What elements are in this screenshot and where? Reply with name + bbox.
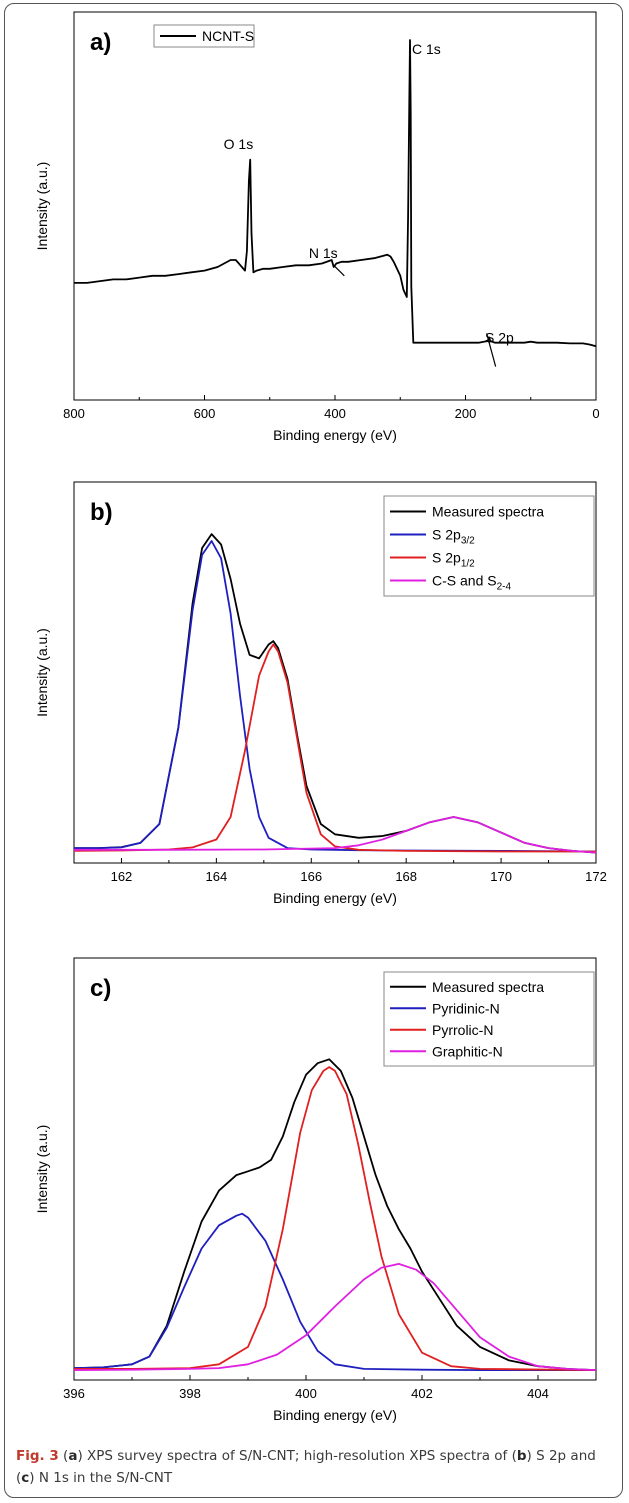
legend-subscript: 3/2 — [461, 536, 475, 547]
y-axis-label: Intensity (a.u.) — [34, 628, 50, 717]
x-tick-label: 398 — [179, 1386, 201, 1401]
x-tick-label: 400 — [295, 1386, 317, 1401]
x-tick-label: 164 — [206, 869, 228, 884]
legend-label: C-S and S2-4 — [432, 573, 511, 593]
legend-box — [383, 495, 595, 597]
series-line-4 — [73, 1263, 597, 1371]
peak-annotation: O 1s — [224, 136, 254, 152]
legend-label: Pyridinic-N — [432, 1000, 500, 1016]
y-axis-label: Intensity (a.u.) — [34, 1125, 50, 1214]
x-tick-label: 600 — [194, 406, 216, 421]
x-tick-label: 200 — [455, 406, 477, 421]
panel-label: c) — [90, 975, 111, 1002]
panel-1: 800 600 400 200 0 Binding energy (eV) Intensit… — [34, 11, 600, 443]
pointer-line — [332, 264, 345, 277]
plot-area-frame — [73, 957, 597, 1381]
x-axis-label: Binding energy (eV) — [273, 1407, 397, 1423]
legend-label: Graphitic-N — [432, 1043, 503, 1059]
caption-part-2: ) XPS survey spectra of S/N-CNT; high-re… — [77, 1448, 517, 1464]
series-line-2 — [73, 1212, 596, 1371]
peak-annotation: C 1s — [412, 41, 441, 57]
x-axis-label: Binding energy (eV) — [273, 890, 397, 906]
panel-2: 162 164 166 168 170 172 Binding energy (eV) Int… — [34, 481, 607, 906]
x-tick-label: 400 — [324, 406, 346, 421]
x-tick-label: 168 — [395, 869, 417, 884]
legend-label: Pyrrolic-N — [432, 1022, 493, 1038]
caption-part-3: b — [516, 1448, 527, 1464]
x-tick-label: 166 — [300, 869, 322, 884]
series-line-2 — [74, 540, 597, 853]
x-tick-label: 172 — [585, 869, 607, 884]
x-axis-label: Binding energy (eV) — [273, 427, 397, 443]
x-tick-label: 800 — [63, 406, 85, 421]
pointer-line — [486, 333, 497, 367]
series-line-3 — [73, 643, 596, 853]
peak-annotation: N 1s — [309, 245, 338, 261]
figure-caption: Fig. 3 (a) XPS survey spectra of S/N-CNT… — [16, 1445, 616, 1489]
legend-label: NCNT-S — [202, 28, 254, 44]
caption-part-4: ) S 2p and ( — [16, 1448, 596, 1486]
x-tick-label: 404 — [527, 1386, 549, 1401]
series-line-1 — [73, 1058, 597, 1371]
series-line-4 — [74, 816, 597, 854]
caption-part-5: c — [21, 1470, 30, 1486]
plot-area-frame — [73, 11, 597, 401]
panel-label: b) — [90, 499, 113, 526]
panel-3: 396 398 400 402 404 Binding energy (eV) Intens… — [34, 957, 597, 1423]
legend-label: Measured spectra — [432, 504, 544, 520]
x-tick-label: 0 — [592, 406, 599, 421]
caption-part-6: ) N 1s in the S/N-CNT — [29, 1470, 173, 1486]
x-tick-label: 402 — [411, 1386, 433, 1401]
series-line-3 — [74, 1066, 597, 1371]
caption-label: Fig. 3 — [16, 1448, 59, 1464]
legend-subscript: 2-4 — [497, 582, 512, 593]
legend-subscript: 1/2 — [461, 559, 475, 570]
x-tick-label: 162 — [111, 869, 133, 884]
caption-part-1: a — [68, 1448, 78, 1464]
caption-text: (a) XPS survey spectra of S/N-CNT; high-… — [16, 1448, 596, 1486]
x-tick-label: 170 — [490, 869, 512, 884]
legend-label: Measured spectra — [432, 979, 544, 995]
x-tick-label: 396 — [63, 1386, 85, 1401]
figure-frame — [4, 3, 623, 1498]
y-axis-label: Intensity (a.u.) — [34, 162, 50, 251]
plot-area-frame — [73, 481, 597, 864]
series-line-1 — [74, 39, 597, 348]
panel-label: a) — [90, 29, 111, 56]
caption-part-0: ( — [58, 1448, 69, 1464]
peak-annotation: S 2p — [485, 330, 514, 346]
legend-box — [153, 24, 255, 48]
